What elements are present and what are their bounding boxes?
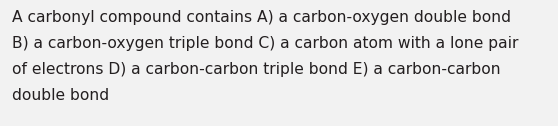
Text: A carbonyl compound contains A) a carbon-oxygen double bond: A carbonyl compound contains A) a carbon… (12, 10, 511, 25)
Text: double bond: double bond (12, 88, 109, 103)
Text: B) a carbon-oxygen triple bond C) a carbon atom with a lone pair: B) a carbon-oxygen triple bond C) a carb… (12, 36, 518, 51)
Text: of electrons D) a carbon-carbon triple bond E) a carbon-carbon: of electrons D) a carbon-carbon triple b… (12, 62, 501, 77)
